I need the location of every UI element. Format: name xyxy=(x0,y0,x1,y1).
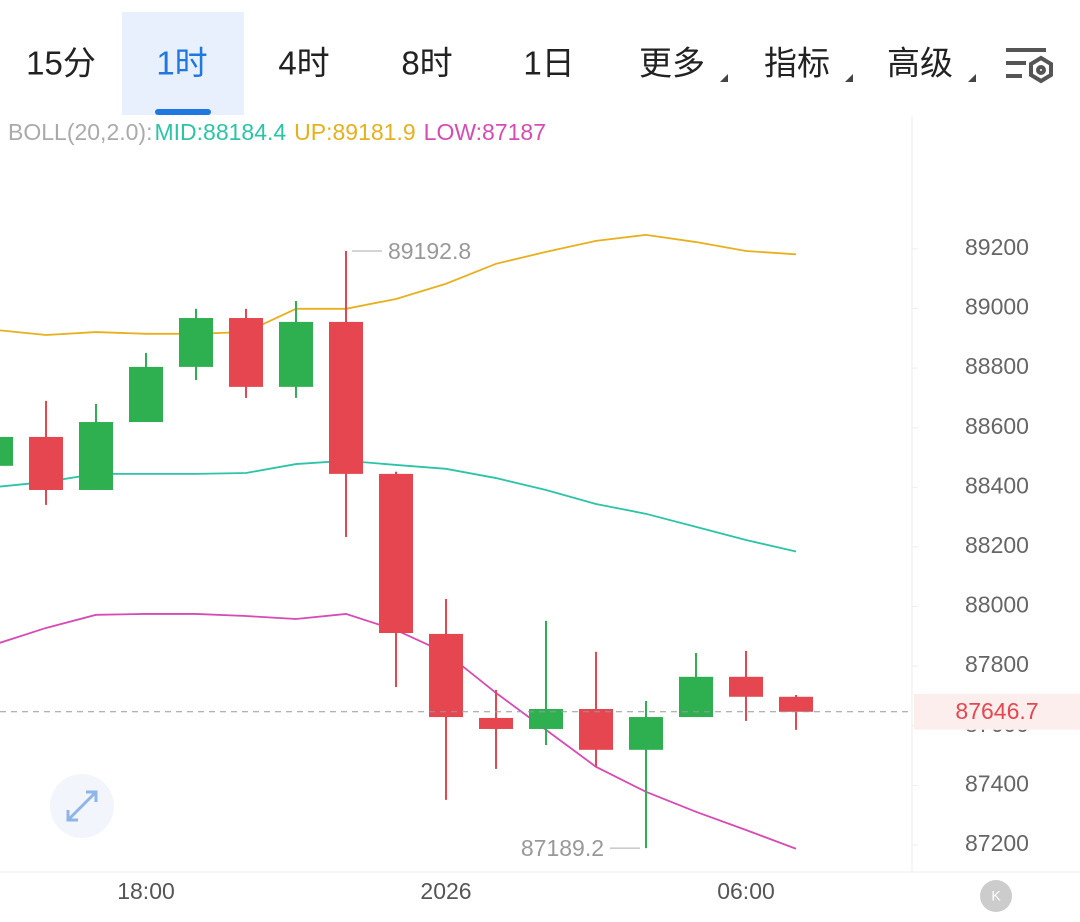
candle-body xyxy=(29,436,63,490)
y-tick-label: 88000 xyxy=(965,592,1029,618)
last-price-label: 87646.7 xyxy=(955,698,1038,724)
legend-part: 87187 xyxy=(482,119,546,145)
legend-part: 89181.9 xyxy=(333,119,416,145)
y-tick-label: 88400 xyxy=(965,472,1029,498)
tab[interactable]: 15分 xyxy=(26,45,96,82)
boll-line xyxy=(0,613,797,850)
indicator-legend: BOLL(20,2.0):MID:88184.4 UP:89181.9 LOW:87… xyxy=(8,119,546,145)
filter-icon[interactable] xyxy=(1006,48,1053,84)
tab[interactable]: 4时 xyxy=(278,45,329,82)
back-button[interactable]: K xyxy=(980,880,1012,912)
dropdown-caret xyxy=(720,74,728,82)
candle-body xyxy=(79,422,113,490)
candle-body xyxy=(579,708,613,750)
candle-body xyxy=(329,321,363,474)
tab[interactable]: 1时 xyxy=(156,45,207,82)
y-tick-label: 87400 xyxy=(965,770,1029,796)
x-tick-label: 18:00 xyxy=(117,878,175,904)
candle-body xyxy=(529,708,563,729)
candle-body xyxy=(179,318,213,367)
y-tick-label: 88800 xyxy=(965,353,1029,379)
candle-body xyxy=(429,633,463,718)
active-tab-bg xyxy=(122,12,244,115)
dropdown-caret xyxy=(968,74,976,82)
candle-body xyxy=(0,436,13,466)
tab[interactable]: 高级 xyxy=(887,45,953,82)
tab[interactable]: 1日 xyxy=(523,45,574,82)
dropdown-caret xyxy=(845,74,853,82)
legend-part: MID: xyxy=(154,119,203,145)
y-tick-label: 88600 xyxy=(965,413,1029,439)
tab[interactable]: 8时 xyxy=(401,45,452,82)
low-label: 87189.2 xyxy=(521,835,604,861)
y-tick-label: 87200 xyxy=(965,830,1029,856)
svg-text:K: K xyxy=(991,888,1001,904)
y-tick-label: 89200 xyxy=(965,234,1029,260)
active-tab-underline xyxy=(155,109,211,115)
boll-line xyxy=(0,233,797,336)
x-tick-label: 2026 xyxy=(420,878,471,904)
candle-body xyxy=(779,696,813,712)
legend-part: 88184.4 xyxy=(203,119,286,145)
expand-button[interactable] xyxy=(50,774,114,838)
candle-body xyxy=(229,318,263,387)
candle-body xyxy=(679,676,713,718)
legend-part: UP: xyxy=(294,119,332,145)
y-tick-label: 87800 xyxy=(965,651,1029,677)
y-tick-label: 89000 xyxy=(965,294,1029,320)
candle-body xyxy=(129,366,163,423)
candle-body xyxy=(629,717,663,750)
last-price-box xyxy=(914,693,1080,730)
y-tick-label: 88200 xyxy=(965,532,1029,558)
boll-line xyxy=(0,459,797,553)
legend-part: LOW: xyxy=(424,119,482,145)
candle-body xyxy=(379,473,413,634)
x-tick-label: 06:00 xyxy=(717,878,775,904)
tab[interactable]: 更多 xyxy=(639,45,705,82)
tab[interactable]: 指标 xyxy=(764,45,830,82)
high-label: 89192.8 xyxy=(388,238,471,264)
legend-part: BOLL(20,2.0): xyxy=(8,119,152,145)
candle-body xyxy=(279,321,313,387)
candle-body xyxy=(729,676,763,697)
candle-body xyxy=(479,717,513,729)
